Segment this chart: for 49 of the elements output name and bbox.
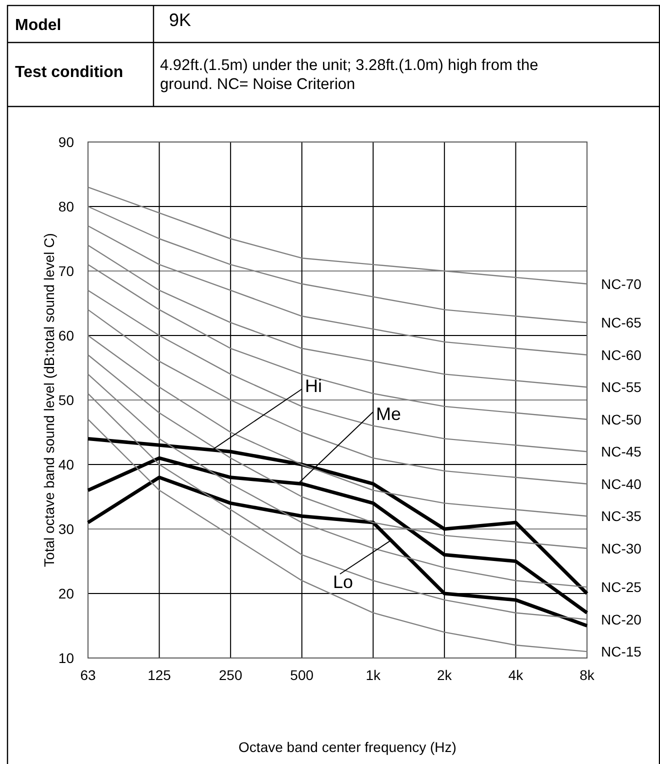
y-tick-label: 40 xyxy=(58,456,74,472)
series-label: NC-25 xyxy=(601,579,642,596)
line-series xyxy=(87,186,588,284)
y-tick-label: 30 xyxy=(58,521,74,537)
x-tick-label: 1k xyxy=(366,667,382,683)
line-series xyxy=(87,418,588,652)
line-series xyxy=(87,392,588,620)
y-tick-label: 10 xyxy=(58,650,74,666)
y-tick-label: 60 xyxy=(58,328,74,344)
x-tick-label: 500 xyxy=(290,667,314,683)
x-tick-label: 4k xyxy=(508,667,524,683)
text: Hi xyxy=(305,376,322,396)
y-axis-title: Total octave band sound level (dB:total sound level C) xyxy=(41,233,57,567)
x-tick-label: 8k xyxy=(580,667,596,683)
series-label: NC-55 xyxy=(601,379,642,396)
text: 4.92ft.(1.5m) under the unit; 3.28ft.(1.0m) high from the ground. NC= Noise Criterion xyxy=(160,56,540,94)
text: Test condition xyxy=(15,64,124,82)
text: 9K xyxy=(169,10,192,31)
series-label: NC-30 xyxy=(601,540,642,556)
y-tick-label: 50 xyxy=(58,392,74,408)
text: Model xyxy=(15,17,62,35)
x-tick-label: 2k xyxy=(437,667,453,683)
y-tick-label: 20 xyxy=(58,586,74,602)
series-label: NC-45 xyxy=(601,444,642,460)
line-series xyxy=(87,264,588,420)
series-label: NC-65 xyxy=(601,314,642,331)
line-series xyxy=(87,334,588,517)
x-tick-label: 63 xyxy=(80,667,96,683)
x-tick-label: 250 xyxy=(218,667,242,683)
line-series xyxy=(87,354,588,549)
series-label: NC-70 xyxy=(601,276,642,292)
x-axis-title: Octave band center frequency (Hz) xyxy=(238,739,456,755)
line-series xyxy=(87,290,588,452)
series-label: NC-15 xyxy=(601,644,642,660)
y-tick-label: 80 xyxy=(58,198,74,214)
series-label: NC-50 xyxy=(601,411,642,428)
series-label: NC-60 xyxy=(601,346,642,363)
line-series xyxy=(87,225,588,356)
line-series xyxy=(87,374,588,588)
y-tick-label: 70 xyxy=(58,263,74,279)
series-label: NC-20 xyxy=(601,611,642,628)
line-series xyxy=(87,206,588,324)
series-label: NC-35 xyxy=(601,508,642,524)
legend-label: Lo xyxy=(333,572,354,592)
y-tick-label: 90 xyxy=(58,134,74,150)
line-series xyxy=(87,309,588,484)
series-label: NC-40 xyxy=(601,476,642,492)
x-tick-label: 125 xyxy=(148,667,172,683)
text: Me xyxy=(376,404,402,424)
